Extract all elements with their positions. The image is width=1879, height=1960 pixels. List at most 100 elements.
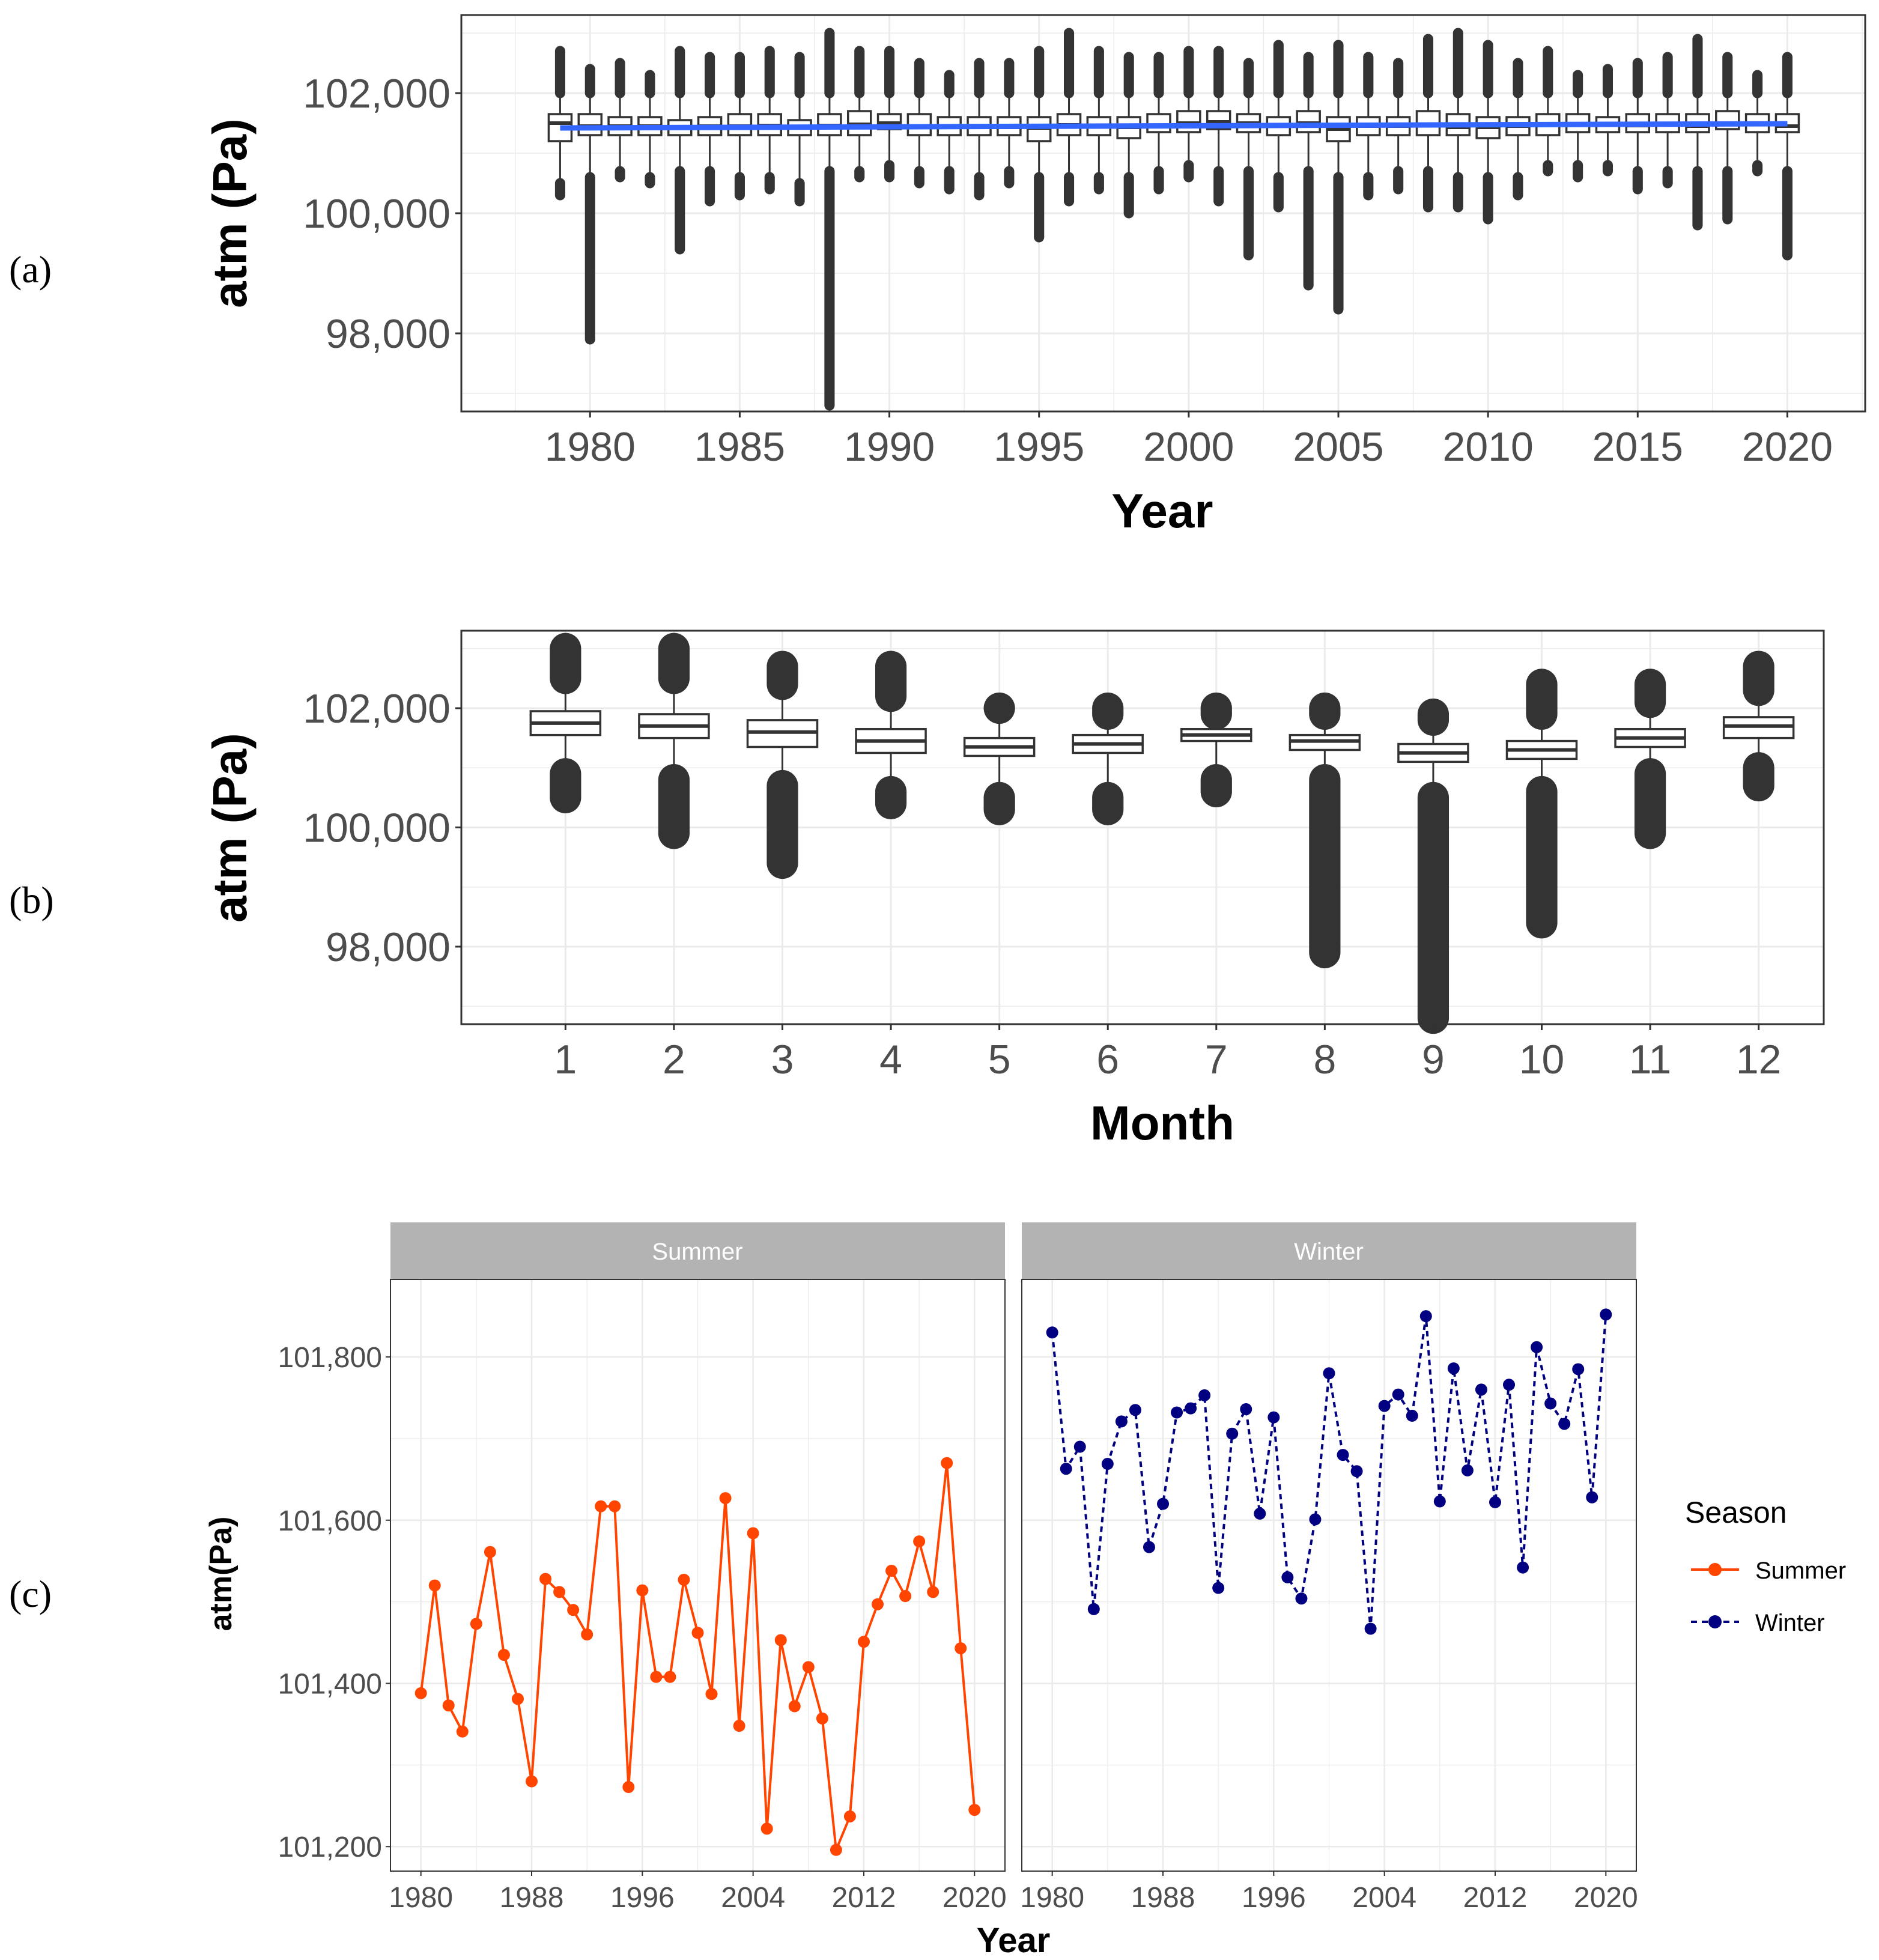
c-y-tick-label: 101,200	[278, 1831, 382, 1863]
b-x-tick-label: 7	[1205, 1037, 1228, 1082]
series-summer-point	[497, 1648, 510, 1661]
series-summer-point	[622, 1781, 635, 1794]
c-x-tick-label: 2020	[1574, 1882, 1638, 1914]
series-summer-point	[733, 1720, 745, 1732]
series-winter-point	[1558, 1418, 1571, 1430]
series-winter-point	[1129, 1404, 1141, 1416]
series-winter-point	[1226, 1427, 1239, 1440]
b-box-6	[1072, 692, 1144, 825]
series-winter-point	[1240, 1403, 1252, 1416]
a-trend-segment	[560, 121, 1788, 131]
series-summer-point	[456, 1725, 469, 1738]
series-winter-point	[1212, 1582, 1225, 1594]
series-winter-point	[1060, 1463, 1072, 1475]
a-box-1979	[547, 46, 573, 201]
series-winter-point	[1073, 1440, 1086, 1453]
series-summer-point	[816, 1712, 828, 1725]
series-winter-point	[1447, 1362, 1460, 1375]
b-box-8	[1289, 692, 1361, 969]
c-x-tick-label: 2012	[1463, 1882, 1528, 1914]
series-summer-point	[885, 1565, 898, 1577]
b-box-9	[1397, 698, 1469, 1034]
series-summer-point	[511, 1693, 524, 1705]
series-winter-point	[1461, 1464, 1474, 1476]
legend-label-winter: Winter	[1755, 1610, 1825, 1636]
series-winter-point	[1171, 1406, 1183, 1419]
series-winter-point	[1323, 1367, 1335, 1380]
series-winter-point	[1392, 1388, 1404, 1401]
panel-b-y-axis-ticks: 98,000 100,000 102,000	[303, 686, 461, 970]
panel-a-x-axis-title: Year	[1111, 484, 1213, 538]
b-box-10	[1505, 669, 1578, 939]
series-winter-point	[1143, 1541, 1155, 1553]
series-summer-point	[872, 1598, 884, 1610]
series-winter-point	[1489, 1496, 1501, 1508]
b-y-tick-label: 98,000	[326, 924, 451, 970]
series-winter-point	[1544, 1397, 1557, 1410]
strip-summer-label: Summer	[652, 1239, 742, 1265]
panel-c-label: (c)	[9, 1573, 52, 1615]
panel-b-y-axis-title: atm (Pa)	[203, 733, 257, 923]
a-x-tick-label: 1995	[994, 424, 1084, 470]
b-x-tick-label: 11	[1629, 1037, 1672, 1082]
panel-a-y-axis-ticks: 98,000 100,000 102,000	[303, 71, 461, 357]
b-y-tick-label: 100,000	[303, 806, 451, 851]
series-winter-point	[1281, 1571, 1294, 1583]
series-summer-point	[830, 1843, 842, 1856]
a-box-2011	[1505, 58, 1531, 201]
a-x-tick-label: 1990	[844, 424, 935, 470]
c-x-tick-label: 2004	[1352, 1882, 1416, 1914]
b-box-4	[855, 651, 927, 819]
series-summer-point	[719, 1492, 732, 1505]
series-summer-point	[968, 1804, 981, 1816]
series-summer-point	[414, 1687, 427, 1699]
a-x-tick-label: 2000	[1143, 424, 1234, 470]
series-summer-point	[691, 1627, 704, 1639]
legend-key-winter-point	[1708, 1615, 1722, 1628]
legend: Season Summer Winter	[1685, 1496, 1846, 1636]
series-summer-point	[539, 1573, 552, 1585]
b-x-tick-label: 8	[1313, 1037, 1336, 1082]
series-winter-point	[1419, 1310, 1432, 1323]
panel-c-y-axis-title: atm(Pa)	[204, 1517, 238, 1631]
panel-c-series	[414, 1308, 1612, 1856]
series-summer-point	[609, 1500, 621, 1512]
panel-a-y-axis-title: atm (Pa)	[203, 118, 257, 308]
facet-summer-border	[390, 1279, 1006, 1872]
b-x-tick-label: 4	[879, 1037, 902, 1082]
series-summer-point	[650, 1670, 663, 1683]
a-y-tick-label: 100,000	[303, 191, 451, 237]
c-x-tick-label: 1996	[610, 1882, 675, 1914]
series-summer-point	[913, 1535, 926, 1548]
b-x-tick-label: 9	[1422, 1037, 1445, 1082]
b-x-tick-label: 2	[663, 1037, 685, 1082]
a-box-1992	[936, 70, 962, 195]
panel-b-boxes	[529, 633, 1795, 1034]
series-winter-point	[1267, 1411, 1280, 1424]
series-winter-point	[1185, 1402, 1197, 1415]
a-y-tick-label: 98,000	[326, 311, 451, 357]
b-x-tick-label: 1	[554, 1037, 577, 1082]
series-winter-point	[1600, 1308, 1612, 1321]
c-x-tick-label: 1980	[389, 1882, 453, 1914]
a-x-tick-label: 1985	[694, 424, 785, 470]
c-y-tick-label: 101,600	[278, 1505, 382, 1537]
series-winter-point	[1115, 1415, 1128, 1428]
series-summer-point	[857, 1636, 870, 1648]
panel-b-x-axis-ticks: 1 2 3 4 5 6 7 8 9 10 11 12	[554, 1024, 1781, 1082]
a-box-iqr	[1146, 113, 1171, 133]
panel-c-x-axis-ticks: 1980 1988 1996 2004 2012 2020 1980 1988 1996 2004…	[389, 1871, 1638, 1914]
c-y-tick-label: 101,800	[278, 1342, 382, 1374]
series-winter-point	[1572, 1363, 1585, 1376]
c-x-tick-label: 1996	[1242, 1882, 1306, 1914]
series-summer-point	[788, 1700, 801, 1713]
c-x-tick-label: 1988	[500, 1882, 564, 1914]
series-winter-point	[1531, 1341, 1543, 1353]
series-summer-point	[664, 1670, 676, 1683]
b-x-tick-label: 5	[988, 1037, 1011, 1082]
series-summer-point	[747, 1527, 759, 1540]
strip-winter	[1022, 1222, 1636, 1279]
b-box-1	[529, 633, 602, 813]
